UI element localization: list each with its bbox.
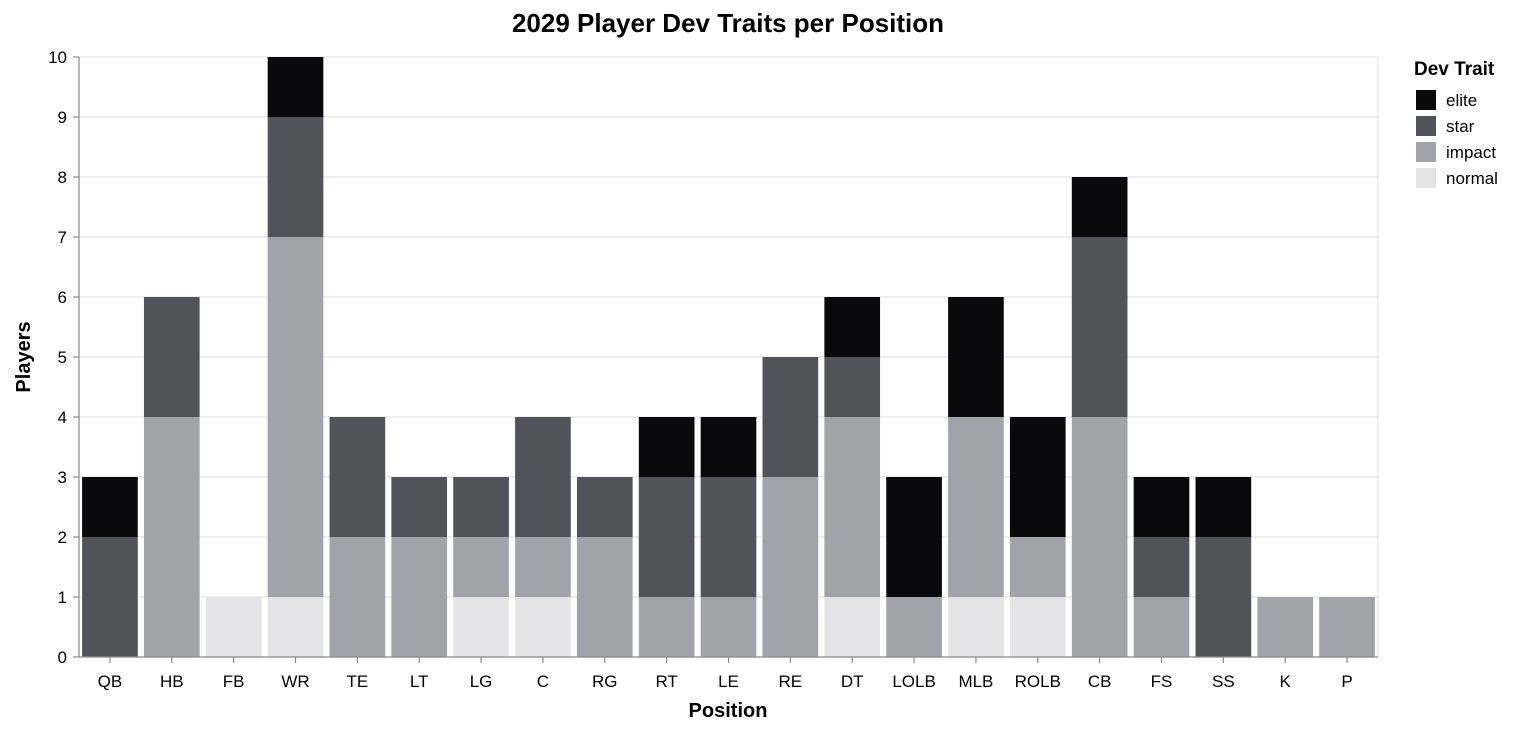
axes: 0 1 2 3 4 5 6 7 8 9 10 QB HB FB WR TE LT LG C RG RT LE RE DT LOL… bbox=[48, 48, 1378, 691]
legend-title: Dev Trait bbox=[1414, 59, 1495, 80]
bar-lt-star bbox=[391, 477, 448, 537]
bar-lg-impact bbox=[453, 537, 509, 597]
legend-label-star: star bbox=[1446, 117, 1475, 136]
bar-rt-elite bbox=[638, 417, 695, 477]
legend-label-impact: impact bbox=[1446, 143, 1496, 162]
x-axis-title: Position bbox=[689, 700, 768, 722]
bar-mlb-impact bbox=[948, 417, 1004, 597]
bar-ss-elite bbox=[1195, 477, 1252, 537]
bar-p-impact bbox=[1319, 597, 1375, 657]
bar-lolb-impact bbox=[886, 597, 942, 657]
y-tick-label: 6 bbox=[58, 288, 67, 307]
bar-le-elite bbox=[700, 417, 757, 477]
y-tick-label: 10 bbox=[48, 48, 67, 67]
y-tick-label: 8 bbox=[58, 168, 67, 187]
bar-dt-star bbox=[824, 357, 881, 417]
x-tick-label: RG bbox=[592, 672, 618, 691]
x-tick-label: ROLB bbox=[1015, 672, 1061, 691]
x-tick-label: K bbox=[1280, 672, 1292, 691]
y-tick-label: 7 bbox=[58, 228, 67, 247]
bar-fb-normal bbox=[205, 597, 262, 657]
x-tick-label: P bbox=[1341, 672, 1352, 691]
bar-re-impact bbox=[762, 477, 819, 657]
bar-hb-star bbox=[143, 297, 200, 417]
y-tick-label: 4 bbox=[58, 408, 67, 427]
bar-c-star bbox=[515, 417, 571, 537]
bar-k-impact bbox=[1257, 597, 1314, 657]
x-tick-label: C bbox=[537, 672, 549, 691]
bar-lg-star bbox=[453, 477, 509, 537]
x-tick-label: FB bbox=[223, 672, 245, 691]
x-tick-label: LT bbox=[410, 672, 429, 691]
x-tick-label: HB bbox=[160, 672, 184, 691]
bar-wr-normal bbox=[267, 597, 324, 657]
bar-qb-elite bbox=[82, 477, 138, 537]
bar-rt-impact bbox=[638, 597, 695, 657]
bar-hb-impact bbox=[143, 417, 200, 657]
bar-ss-star bbox=[1195, 537, 1252, 657]
y-tick-label: 2 bbox=[58, 528, 67, 547]
bar-te-star bbox=[329, 417, 386, 537]
bar-rt-star bbox=[638, 477, 695, 597]
bar-lg-normal bbox=[453, 597, 509, 657]
bar-mlb-normal bbox=[948, 597, 1004, 657]
legend-swatch-impact bbox=[1416, 142, 1436, 162]
x-tick-label: QB bbox=[98, 672, 123, 691]
bars bbox=[82, 57, 1375, 657]
x-tick-label: SS bbox=[1212, 672, 1235, 691]
x-tick-label: WR bbox=[281, 672, 309, 691]
legend-label-normal: normal bbox=[1446, 169, 1498, 188]
x-tick-label: RT bbox=[655, 672, 677, 691]
bar-le-impact bbox=[700, 597, 757, 657]
bar-mlb-elite bbox=[948, 297, 1004, 417]
x-tick-label: RE bbox=[779, 672, 803, 691]
bar-re-star bbox=[762, 357, 819, 477]
legend-label-elite: elite bbox=[1446, 91, 1477, 110]
legend-swatch-normal bbox=[1416, 168, 1436, 188]
chart-title: 2029 Player Dev Traits per Position bbox=[512, 8, 944, 38]
y-tick-label: 9 bbox=[58, 108, 67, 127]
bar-wr-star bbox=[267, 117, 324, 237]
bar-rolb-elite bbox=[1009, 417, 1066, 537]
bar-wr-impact bbox=[267, 237, 324, 597]
x-tick-label: LOLB bbox=[892, 672, 935, 691]
bar-lolb-elite bbox=[886, 477, 942, 597]
bar-cb-impact bbox=[1071, 417, 1128, 657]
legend-swatch-star bbox=[1416, 116, 1436, 136]
bar-cb-star bbox=[1071, 237, 1128, 417]
x-tick-label: DT bbox=[841, 672, 864, 691]
bar-rg-impact bbox=[576, 537, 633, 657]
bar-fs-star bbox=[1133, 537, 1190, 597]
bar-c-impact bbox=[515, 537, 571, 597]
bar-le-star bbox=[700, 477, 757, 597]
bar-rolb-impact bbox=[1009, 537, 1066, 597]
y-tick-label: 5 bbox=[58, 348, 67, 367]
x-tick-label: TE bbox=[346, 672, 368, 691]
x-tick-label: FS bbox=[1151, 672, 1173, 691]
bar-dt-normal bbox=[824, 597, 881, 657]
bar-cb-elite bbox=[1071, 177, 1128, 237]
bar-c-normal bbox=[515, 597, 571, 657]
y-tick-label: 1 bbox=[58, 588, 67, 607]
bar-rolb-normal bbox=[1009, 597, 1066, 657]
x-tick-label: MLB bbox=[958, 672, 993, 691]
bar-lt-impact bbox=[391, 537, 448, 657]
x-tick-label: LG bbox=[470, 672, 493, 691]
x-tick-label: CB bbox=[1088, 672, 1112, 691]
y-tick-label: 3 bbox=[58, 468, 67, 487]
legend: Dev Trait elite star impact normal bbox=[1414, 59, 1498, 188]
bar-fs-elite bbox=[1133, 477, 1190, 537]
bar-dt-impact bbox=[824, 417, 881, 597]
bar-rg-star bbox=[576, 477, 633, 537]
bar-fs-impact bbox=[1133, 597, 1190, 657]
legend-swatch-elite bbox=[1416, 90, 1436, 110]
bar-dt-elite bbox=[824, 297, 881, 357]
y-axis-title: Players bbox=[13, 321, 35, 392]
bar-wr-elite bbox=[267, 57, 324, 117]
x-tick-label: LE bbox=[718, 672, 739, 691]
y-tick-label: 0 bbox=[58, 648, 67, 667]
bar-te-impact bbox=[329, 537, 386, 657]
bar-qb-star bbox=[82, 537, 138, 657]
